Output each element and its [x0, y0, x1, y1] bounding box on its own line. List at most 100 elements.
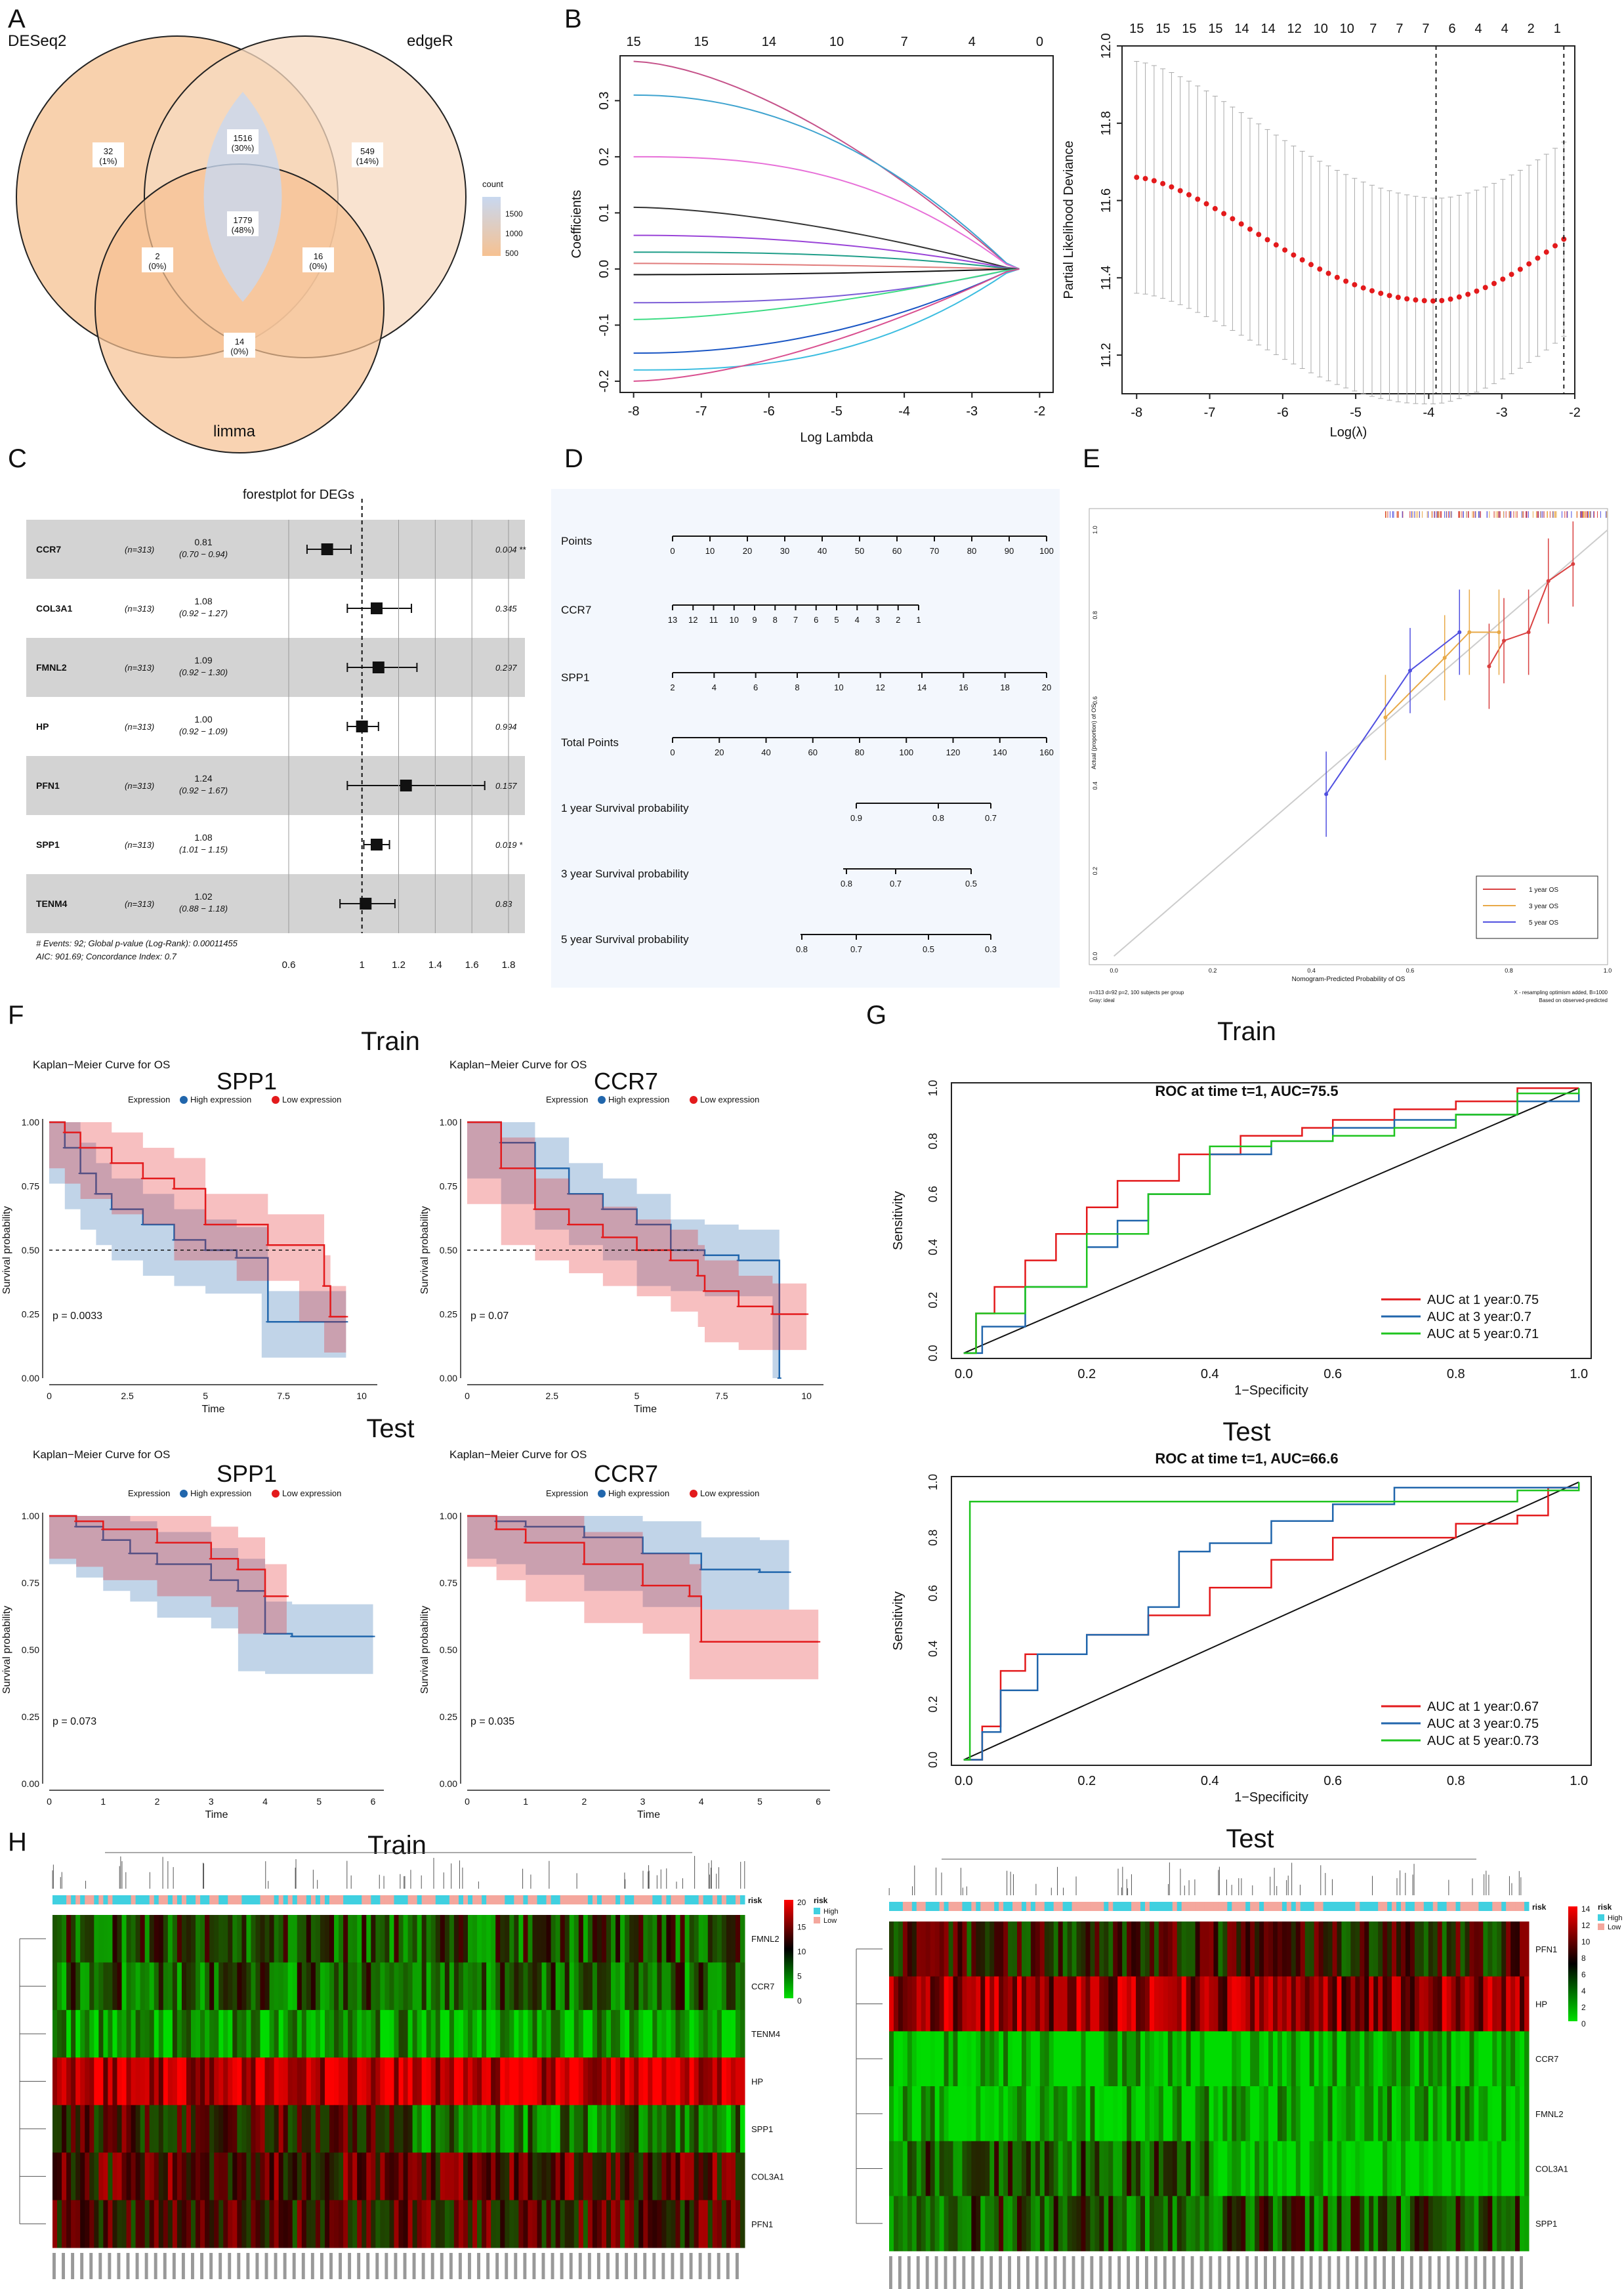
heatmap-cell: [1090, 2196, 1095, 2252]
heatmap-cell: [500, 2105, 505, 2153]
heatmap-cell: [121, 2105, 127, 2153]
y-tick-label: 0.0: [1092, 952, 1098, 961]
heatmap-cell: [1213, 2086, 1218, 2142]
risk-annotation-cell: [108, 1895, 113, 1904]
heatmap-cell: [154, 1915, 159, 1963]
risk-annotation-cell: [1286, 1902, 1292, 1911]
heatmap-cell: [564, 2200, 570, 2248]
risk-annotation-cell: [1488, 1902, 1493, 1911]
risk-annotation-cell: [71, 1895, 76, 1904]
heatmap-cell: [1309, 2141, 1315, 2196]
heatmap-cell: [251, 1962, 256, 2011]
km-legend-low: Low expression: [700, 1095, 759, 1104]
heatmap-cell: [140, 1915, 146, 1963]
heatmap-cell: [1117, 2086, 1123, 2142]
heatmap-cell: [407, 2152, 413, 2201]
heatmap-cell: [726, 2152, 732, 2201]
risk-annotation-cell: [1250, 1902, 1255, 1911]
heatmap-cell: [546, 2200, 552, 2248]
heatmap-cell: [112, 2105, 117, 2153]
heatmap-cell: [172, 2200, 178, 2248]
heatmap-cell: [1085, 2141, 1091, 2196]
heatmap-cell: [1409, 1976, 1415, 2032]
sample-label-mark: [1437, 2256, 1441, 2289]
heatmap-cell: [255, 1962, 260, 2011]
heatmap-cell: [1309, 1976, 1315, 2032]
heatmap-cell: [385, 2200, 390, 2248]
heatmap-cell: [403, 1915, 409, 1963]
heatmap-cell: [1017, 1922, 1022, 1977]
heatmap-cell: [1304, 2196, 1310, 2252]
heatmap-cell: [324, 2200, 330, 2248]
heatmap-cell: [278, 1962, 284, 2011]
heatmap-cell: [596, 2057, 602, 2106]
heatmap-cell: [1058, 2141, 1064, 2196]
risk-annotation-cell: [117, 1895, 122, 1904]
heatmap-row-label: TENM4: [751, 2029, 780, 2039]
heatmap-cell: [902, 1922, 908, 1977]
heatmap-cell: [648, 2009, 653, 2058]
risk-annotation-cell: [310, 1895, 316, 1904]
sample-label-mark: [385, 2253, 388, 2279]
heatmap-plot: riskPFN1HPCCR7FMNL2COL3A1SPP114121086420…: [856, 1858, 1623, 2289]
heatmap-cell: [921, 1976, 927, 2032]
heatmap-cell: [181, 1915, 187, 1963]
heatmap-cell: [934, 2196, 940, 2252]
y-tick-label: 0.50: [440, 1645, 457, 1655]
heatmap-cell: [398, 2200, 404, 2248]
risk-annotation-cell: [352, 1895, 358, 1904]
heatmap-cell: [103, 2009, 108, 2058]
risk-annotation-cell: [329, 1895, 335, 1904]
roc-section-train: Train: [1217, 1017, 1276, 1046]
heatmap-cell: [1081, 2031, 1086, 2087]
heatmap-cell: [269, 2009, 275, 2058]
heatmap-cell: [739, 2009, 745, 2058]
heatmap-cell: [980, 2086, 986, 2142]
heatmap-cell: [472, 2152, 478, 2201]
risk-annotation-cell: [541, 1895, 547, 1904]
sample-label-mark: [634, 2253, 638, 2279]
heatmap-cell: [339, 2057, 344, 2106]
heatmap-cell: [1524, 1922, 1530, 1977]
heatmap-cell: [1304, 2141, 1310, 2196]
heatmap-cell: [98, 2200, 104, 2248]
heatmap-cell: [144, 2152, 150, 2201]
sample-label-mark: [1218, 2256, 1222, 2289]
heatmap-cell: [348, 2105, 353, 2153]
risk-legend-low: Low: [1608, 1923, 1621, 1931]
sample-label-mark: [1291, 2256, 1295, 2289]
heatmap-cell: [643, 1915, 648, 1963]
heatmap-cell: [1405, 1922, 1411, 1977]
risk-annotation-cell: [1017, 1902, 1022, 1911]
heatmap-cell: [1227, 2086, 1232, 2142]
heatmap-cell: [1492, 2086, 1497, 2142]
heatmap-cell: [1255, 1976, 1260, 2032]
heatmap-cell: [944, 1922, 949, 1977]
heatmap-cell: [477, 1915, 482, 1963]
heatmap-cell: [606, 2009, 612, 2058]
y-tick-label: 0.00: [440, 1373, 457, 1383]
risk-annotation-cell: [1012, 1902, 1018, 1911]
heatmap-cell: [980, 1922, 986, 1977]
heatmap-cell: [551, 2152, 556, 2201]
heatmap-cell: [389, 1915, 394, 1963]
heatmap-cell: [555, 1915, 561, 1963]
heatmap-cell: [205, 2105, 210, 2153]
roc-legend-label: AUC at 1 year:0.67: [1427, 1700, 1539, 1714]
top-tick-label: 4: [968, 35, 976, 49]
venn-region-percent: (48%): [232, 225, 255, 235]
nomogram-tick-label: 10: [705, 546, 715, 556]
heatmap-cell: [1337, 1922, 1342, 1977]
heatmap-cell: [1030, 2196, 1036, 2252]
heatmap-cell: [1291, 2141, 1297, 2196]
heatmap-cell: [158, 2009, 164, 2058]
heatmap-cell: [1474, 1922, 1479, 1977]
risk-annotation-cell: [135, 1895, 141, 1904]
heatmap-cell: [1122, 1976, 1127, 2032]
heatmap-cell: [223, 1962, 228, 2011]
heatmap-cell: [971, 2031, 976, 2087]
top-tick-label: 12: [1287, 22, 1302, 36]
risk-annotation-cell: [334, 1895, 339, 1904]
heatmap-cell: [1392, 2031, 1397, 2087]
